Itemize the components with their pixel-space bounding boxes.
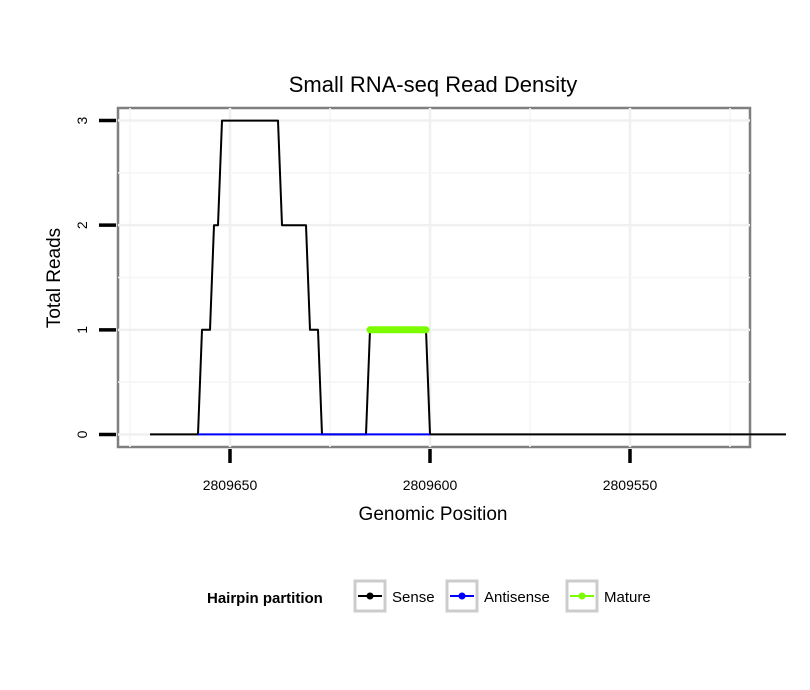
legend: Hairpin partition Sense Antisense Mature bbox=[207, 579, 651, 613]
series-lines bbox=[150, 119, 786, 436]
chart-title: Small RNA-seq Read Density bbox=[289, 72, 578, 97]
x-axis-title: Genomic Position bbox=[359, 504, 508, 525]
x-tick-label: 2809650 bbox=[203, 477, 258, 493]
legend-label: Sense bbox=[392, 589, 435, 606]
legend-title: Hairpin partition bbox=[207, 590, 323, 607]
y-axis: 0 1 2 3 bbox=[74, 116, 116, 438]
legend-key-point bbox=[366, 592, 374, 600]
legend-item-sense: Sense bbox=[353, 579, 435, 613]
legend-key-point bbox=[578, 592, 586, 600]
legend-label: Mature bbox=[604, 589, 651, 606]
x-tick-label: 2809550 bbox=[603, 477, 658, 493]
legend-item-antisense: Antisense bbox=[445, 579, 550, 613]
y-axis-title: Total Reads bbox=[44, 228, 65, 328]
legend-key-point bbox=[458, 592, 466, 600]
y-tick-label: 1 bbox=[74, 326, 90, 334]
legend-item-mature: Mature bbox=[565, 579, 651, 613]
y-tick-label: 0 bbox=[74, 430, 90, 438]
y-tick-label: 3 bbox=[74, 116, 90, 124]
y-tick-label: 2 bbox=[74, 221, 90, 229]
legend-key bbox=[445, 579, 479, 613]
x-axis: 2809650 2809600 2809550 bbox=[203, 449, 658, 493]
legend-label: Antisense bbox=[484, 589, 550, 606]
x-tick-label: 2809600 bbox=[403, 477, 458, 493]
